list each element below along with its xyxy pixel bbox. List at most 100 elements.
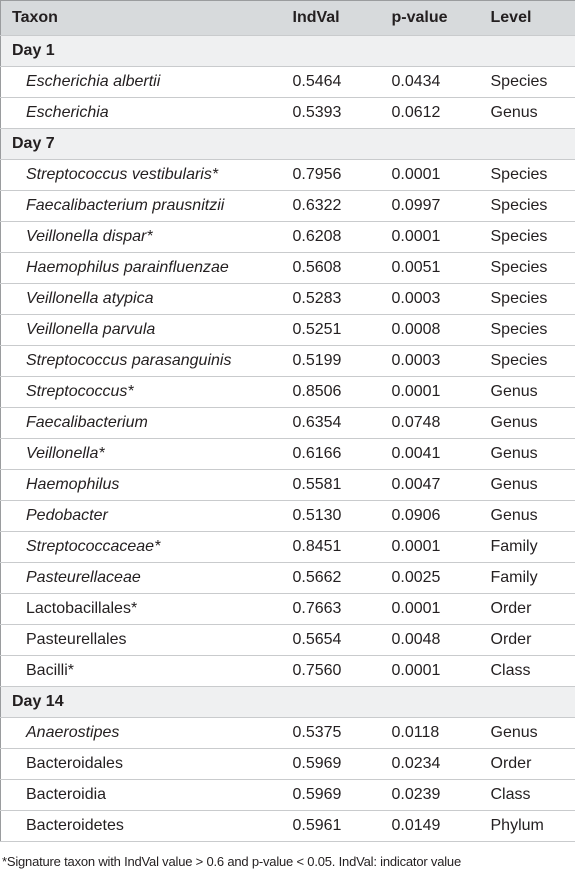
- taxon-cell: Bacteroidia: [0, 779, 293, 811]
- taxon-cell: Escherichia albertii: [0, 66, 293, 98]
- group-row: Day 1: [0, 35, 575, 67]
- indval-cell: 0.5199: [292, 345, 392, 377]
- level-cell: Species: [490, 221, 575, 253]
- indval-cell: 0.5608: [292, 252, 392, 284]
- indval-cell: 0.5251: [292, 314, 392, 346]
- indval-cell: 0.5654: [292, 624, 392, 656]
- header-cell: Level: [490, 0, 575, 36]
- data-row: Veillonella parvula 0.5251 0.0008 Species: [0, 314, 575, 346]
- data-row: Faecalibacterium 0.6354 0.0748 Genus: [0, 407, 575, 439]
- p-value-cell: 0.0048: [391, 624, 491, 656]
- taxon-cell: Streptococcaceae*: [0, 531, 293, 563]
- taxon-cell: Streptococcus vestibularis*: [0, 159, 293, 191]
- data-row: Anaerostipes 0.5375 0.0118 Genus: [0, 717, 575, 749]
- p-value-cell: 0.0001: [391, 159, 491, 191]
- level-cell: Genus: [490, 376, 575, 408]
- indval-cell: 0.7663: [292, 593, 392, 625]
- p-value-cell: 0.0001: [391, 376, 491, 408]
- level-cell: Species: [490, 314, 575, 346]
- data-row: Streptococcaceae* 0.8451 0.0001 Family: [0, 531, 575, 563]
- data-row: Veillonella* 0.6166 0.0041 Genus: [0, 438, 575, 470]
- p-value-cell: 0.0997: [391, 190, 491, 222]
- p-value-cell: 0.0434: [391, 66, 491, 98]
- indval-cell: 0.5662: [292, 562, 392, 594]
- header-row: Taxon IndVal p-value Level: [0, 0, 575, 36]
- level-cell: Genus: [490, 469, 575, 501]
- level-cell: Genus: [490, 438, 575, 470]
- data-row: Bacteroidia 0.5969 0.0239 Class: [0, 779, 575, 811]
- data-row: Escherichia albertii 0.5464 0.0434 Species: [0, 66, 575, 98]
- taxon-cell: Escherichia: [0, 97, 293, 129]
- level-cell: Order: [490, 748, 575, 780]
- data-row: Escherichia 0.5393 0.0612 Genus: [0, 97, 575, 129]
- p-value-cell: 0.0003: [391, 345, 491, 377]
- group-label: Day 7: [0, 128, 575, 160]
- indval-cell: 0.5283: [292, 283, 392, 315]
- indval-cell: 0.5375: [292, 717, 392, 749]
- level-cell: Species: [490, 283, 575, 315]
- level-cell: Class: [490, 779, 575, 811]
- taxon-cell: Haemophilus: [0, 469, 293, 501]
- data-row: Streptococcus vestibularis* 0.7956 0.0001 S…: [0, 159, 575, 191]
- level-cell: Order: [490, 593, 575, 625]
- level-cell: Species: [490, 345, 575, 377]
- indval-cell: 0.5969: [292, 748, 392, 780]
- taxon-cell: Pasteurellaceae: [0, 562, 293, 594]
- data-row: Streptococcus parasanguinis 0.5199 0.0003 S…: [0, 345, 575, 377]
- level-cell: Class: [490, 655, 575, 687]
- group-label: Day 1: [0, 35, 575, 67]
- taxon-cell: Veillonella dispar*: [0, 221, 293, 253]
- p-value-cell: 0.0051: [391, 252, 491, 284]
- data-row: Bacilli* 0.7560 0.0001 Class: [0, 655, 575, 687]
- p-value-cell: 0.0041: [391, 438, 491, 470]
- p-value-cell: 0.0748: [391, 407, 491, 439]
- group-row: Day 14: [0, 686, 575, 718]
- indval-cell: 0.5464: [292, 66, 392, 98]
- p-value-cell: 0.0003: [391, 283, 491, 315]
- indval-cell: 0.5581: [292, 469, 392, 501]
- group-row: Day 7: [0, 128, 575, 160]
- taxon-cell: Veillonella*: [0, 438, 293, 470]
- p-value-cell: 0.0001: [391, 593, 491, 625]
- indval-cell: 0.8451: [292, 531, 392, 563]
- indval-cell: 0.5969: [292, 779, 392, 811]
- data-row: Faecalibacterium prausnitzii 0.6322 0.0997…: [0, 190, 575, 222]
- level-cell: Genus: [490, 97, 575, 129]
- table: Taxon IndVal p-value Level Day 1 Escheric…: [0, 0, 575, 842]
- indval-cell: 0.5393: [292, 97, 392, 129]
- p-value-cell: 0.0047: [391, 469, 491, 501]
- indval-cell: 0.6208: [292, 221, 392, 253]
- data-row: Bacteroidales 0.5969 0.0234 Order: [0, 748, 575, 780]
- header-cell: p-value: [391, 0, 491, 36]
- p-value-cell: 0.0149: [391, 810, 491, 842]
- table-body: Day 1 Escherichia albertii 0.5464 0.0434 Spe…: [0, 35, 575, 842]
- level-cell: Phylum: [490, 810, 575, 842]
- p-value-cell: 0.0118: [391, 717, 491, 749]
- header-cell: Taxon: [0, 0, 293, 36]
- data-row: Lactobacillales* 0.7663 0.0001 Order: [0, 593, 575, 625]
- p-value-cell: 0.0008: [391, 314, 491, 346]
- data-row: Pasteurellaceae 0.5662 0.0025 Family: [0, 562, 575, 594]
- p-value-cell: 0.0025: [391, 562, 491, 594]
- taxon-cell: Bacilli*: [0, 655, 293, 687]
- data-row: Veillonella dispar* 0.6208 0.0001 Species: [0, 221, 575, 253]
- p-value-cell: 0.0001: [391, 221, 491, 253]
- taxon-cell: Streptococcus parasanguinis: [0, 345, 293, 377]
- level-cell: Genus: [490, 407, 575, 439]
- level-cell: Species: [490, 66, 575, 98]
- indval-cell: 0.6166: [292, 438, 392, 470]
- level-cell: Species: [490, 159, 575, 191]
- p-value-cell: 0.0001: [391, 655, 491, 687]
- taxon-cell: Pasteurellales: [0, 624, 293, 656]
- data-row: Veillonella atypica 0.5283 0.0003 Species: [0, 283, 575, 315]
- data-row: Bacteroidetes 0.5961 0.0149 Phylum: [0, 810, 575, 842]
- indval-cell: 0.8506: [292, 376, 392, 408]
- taxon-cell: Bacteroidales: [0, 748, 293, 780]
- footnote: *Signature taxon with IndVal value > 0.6…: [2, 854, 461, 869]
- taxon-cell: Faecalibacterium prausnitzii: [0, 190, 293, 222]
- p-value-cell: 0.0234: [391, 748, 491, 780]
- header-cell: IndVal: [292, 0, 392, 36]
- p-value-cell: 0.0001: [391, 531, 491, 563]
- taxon-cell: Anaerostipes: [0, 717, 293, 749]
